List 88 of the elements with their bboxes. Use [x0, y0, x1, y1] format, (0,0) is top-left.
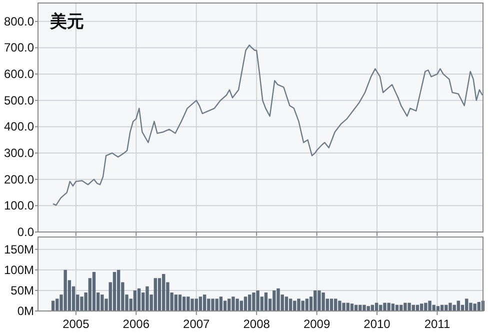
bar — [322, 292, 325, 311]
y-tick-label: 500.0 — [4, 93, 34, 108]
bar — [293, 300, 296, 311]
bar — [51, 300, 55, 311]
bar — [338, 300, 342, 311]
y-tick-label: 400.0 — [4, 120, 34, 134]
bar — [244, 296, 248, 311]
bar — [207, 298, 210, 311]
y-tick-label: 700.0 — [4, 40, 34, 55]
y-tick-label: 300.0 — [4, 146, 34, 160]
bar — [232, 296, 235, 311]
bar — [272, 290, 276, 311]
bar — [182, 296, 186, 311]
y-tick-label: 150M — [4, 242, 34, 256]
bar — [236, 298, 239, 311]
bar — [228, 298, 231, 311]
bar — [318, 290, 321, 311]
bar — [469, 302, 472, 311]
bar — [448, 302, 452, 311]
bar — [80, 296, 84, 311]
bar — [154, 278, 158, 311]
bar — [194, 298, 198, 311]
bar — [362, 304, 366, 311]
bar — [174, 294, 178, 311]
y-tick-label: 600.0 — [4, 67, 34, 82]
bar — [223, 300, 227, 311]
bar — [146, 286, 149, 311]
bar — [198, 296, 202, 311]
bar — [330, 298, 334, 311]
bar — [211, 298, 214, 311]
bar — [56, 298, 59, 311]
x-tick-label: 2007 — [183, 317, 210, 331]
bar — [334, 298, 338, 311]
bar — [64, 270, 67, 311]
bar — [178, 294, 182, 311]
bar — [297, 298, 300, 311]
bar — [424, 302, 428, 311]
bar — [387, 302, 390, 311]
x-tick-label: 2011 — [424, 317, 450, 331]
y-tick-label: 200.0 — [4, 172, 34, 186]
bar — [305, 298, 309, 311]
bar — [116, 270, 120, 311]
bar — [342, 302, 346, 311]
bar — [190, 298, 194, 311]
bar — [383, 302, 386, 311]
bar — [456, 300, 460, 311]
bar — [408, 302, 411, 311]
text: 美元 — [49, 12, 84, 32]
bar — [428, 300, 432, 311]
bar — [452, 304, 456, 311]
bar — [240, 300, 244, 311]
bar — [137, 288, 141, 311]
bar — [158, 278, 162, 311]
bar — [100, 294, 104, 311]
x-tick-label: 2005 — [62, 317, 90, 331]
bar — [404, 302, 407, 311]
y-tick-label: 800.0 — [4, 14, 34, 28]
bar — [215, 298, 218, 311]
x-tick-label: 2010 — [364, 317, 391, 331]
bar — [186, 296, 190, 311]
bar — [202, 294, 206, 311]
x-tick-label: 2006 — [122, 317, 150, 331]
bar — [219, 296, 223, 311]
y-tick-label: 50M — [10, 283, 34, 298]
bar — [112, 272, 116, 311]
bar — [301, 300, 304, 311]
bar — [284, 296, 288, 311]
bar — [252, 292, 256, 311]
bar — [366, 306, 370, 311]
y-tick-label: 100M — [4, 262, 34, 277]
bar — [473, 304, 476, 311]
bar — [288, 298, 292, 311]
y-tick-label: 0M — [17, 304, 34, 318]
bar — [92, 272, 96, 311]
bar — [248, 294, 252, 311]
bar — [264, 292, 268, 311]
bar — [256, 290, 260, 311]
y-tick-label: 0.0 — [17, 225, 34, 239]
bar — [358, 304, 362, 311]
x-tick-label: 2009 — [303, 317, 330, 331]
bar — [276, 288, 280, 311]
bar — [314, 290, 317, 311]
bar — [465, 298, 468, 311]
line-series — [52, 44, 483, 206]
y-tick-label: 100.0 — [4, 198, 34, 213]
bar — [133, 290, 137, 311]
x-tick-label: 2008 — [243, 317, 270, 331]
bar — [162, 274, 166, 311]
